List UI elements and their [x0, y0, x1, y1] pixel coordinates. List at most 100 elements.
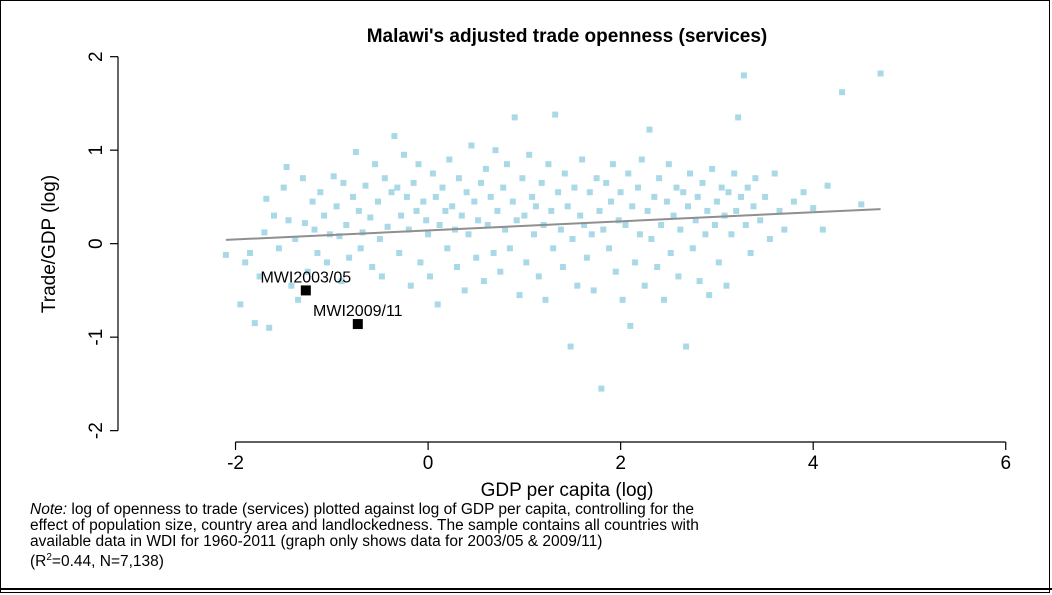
data-point — [731, 170, 738, 177]
data-point — [432, 193, 439, 200]
data-point — [355, 207, 362, 214]
data-point — [627, 322, 634, 329]
data-point — [384, 223, 391, 230]
data-point — [427, 273, 433, 280]
data-point — [571, 184, 578, 191]
data-point — [352, 149, 359, 155]
data-point — [685, 203, 691, 210]
data-point — [478, 179, 484, 186]
data-point — [381, 175, 388, 182]
data-point — [324, 259, 330, 266]
data-point — [372, 161, 379, 168]
data-point — [675, 273, 682, 280]
data-point — [295, 296, 302, 303]
data-point — [434, 301, 441, 308]
bottom-rule — [0, 588, 1052, 590]
data-point — [261, 229, 268, 236]
data-point — [473, 254, 480, 261]
data-point — [569, 236, 576, 242]
data-point — [654, 264, 661, 270]
data-point — [283, 164, 290, 170]
y-tick-label: 1 — [86, 145, 107, 156]
data-point — [733, 207, 740, 214]
x-tick-label: 6 — [1000, 453, 1011, 474]
data-point — [417, 259, 424, 266]
data-point — [600, 226, 607, 233]
note-line-4: (R2=0.44, N=7,138) — [30, 550, 1030, 570]
data-point — [271, 212, 277, 219]
data-point — [567, 343, 574, 350]
data-point — [513, 217, 520, 224]
r-squared-superscript: 2 — [46, 552, 52, 563]
y-tick-label: 0 — [86, 238, 107, 249]
data-point — [444, 245, 451, 252]
data-point — [340, 179, 347, 186]
data-point — [590, 287, 597, 294]
data-point — [285, 217, 292, 224]
data-point — [559, 264, 566, 270]
data-point — [557, 226, 564, 233]
data-point — [555, 189, 562, 196]
data-point — [632, 259, 639, 266]
data-point — [704, 207, 711, 214]
data-point — [468, 142, 475, 149]
data-point — [336, 233, 343, 240]
data-point — [810, 205, 817, 212]
data-point — [280, 184, 287, 191]
data-point — [471, 198, 478, 205]
y-axis-label: Trade/GDP (log) — [39, 175, 60, 313]
data-point — [552, 111, 559, 118]
data-point — [490, 250, 497, 256]
data-point — [740, 72, 747, 79]
data-point — [367, 214, 374, 221]
data-point — [596, 207, 603, 214]
data-point — [781, 226, 788, 233]
data-point — [511, 114, 518, 121]
data-point — [667, 250, 674, 256]
data-point — [415, 161, 422, 168]
r-squared-suffix: =0.44, N=7,138) — [51, 553, 164, 571]
data-point — [583, 254, 590, 261]
data-point — [603, 179, 610, 186]
data-point — [715, 259, 722, 266]
data-point — [709, 165, 716, 172]
data-point — [425, 231, 432, 238]
data-point — [346, 254, 353, 261]
data-point — [757, 217, 764, 224]
data-point — [482, 165, 489, 172]
data-point — [738, 193, 744, 200]
data-point — [824, 182, 831, 189]
fit-line-group — [225, 208, 881, 241]
data-point — [500, 184, 507, 191]
data-point — [766, 236, 773, 242]
data-point — [574, 282, 581, 289]
data-point — [635, 184, 641, 191]
data-point — [465, 231, 472, 238]
data-point — [506, 245, 513, 252]
data-point — [266, 324, 273, 331]
data-point — [609, 161, 616, 168]
data-point — [728, 231, 735, 238]
data-point — [475, 217, 482, 224]
data-point — [579, 156, 586, 163]
data-point — [646, 126, 653, 133]
data-point — [439, 184, 446, 191]
y-tick-label: -2 — [86, 422, 107, 439]
data-point — [423, 217, 430, 224]
note-text: Note: log of openness to trade (services… — [30, 502, 1030, 570]
data-point — [532, 203, 539, 210]
data-point — [644, 207, 651, 214]
data-point — [502, 226, 509, 233]
r-squared-prefix: (R — [30, 553, 47, 571]
data-point — [665, 161, 672, 168]
data-point — [480, 278, 487, 285]
x-tick-label: -2 — [227, 453, 244, 474]
data-point — [651, 193, 658, 200]
data-point — [535, 273, 542, 280]
data-point — [458, 212, 465, 219]
data-point — [542, 296, 549, 303]
note-label: Note: — [30, 501, 68, 518]
data-point — [699, 179, 706, 186]
data-point — [622, 222, 629, 228]
data-point — [819, 226, 826, 233]
